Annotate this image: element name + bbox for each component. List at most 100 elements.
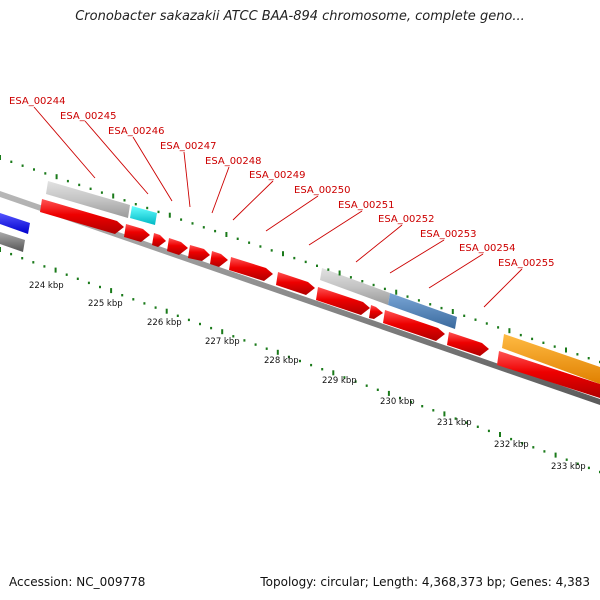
gene-label-00246[interactable]: ESA_00246 xyxy=(108,126,165,137)
gene-label-00253[interactable]: ESA_00253 xyxy=(420,229,477,240)
lower-ruler-tick xyxy=(154,306,157,309)
lower-ruler-tick xyxy=(99,285,101,289)
gene-label-00254[interactable]: ESA_00254 xyxy=(459,243,516,254)
callout-line-00247 xyxy=(183,151,191,208)
callout-line-00245 xyxy=(84,120,149,195)
ruler-tracks xyxy=(0,155,600,474)
upper-ruler-tick xyxy=(112,193,115,199)
lower-ruler-tick xyxy=(587,466,590,470)
upper-ruler-tick xyxy=(55,174,58,180)
ruler-label-225: 225 kbp xyxy=(88,299,123,309)
upper-ruler-tick xyxy=(383,287,386,291)
feature-partial-blue xyxy=(0,213,30,234)
upper-ruler-tick xyxy=(10,160,13,163)
upper-ruler-tick xyxy=(78,183,81,187)
feature-orange xyxy=(502,334,600,384)
lower-ruler-tick xyxy=(554,452,557,458)
upper-ruler-tick xyxy=(542,341,545,344)
lower-ruler-tick xyxy=(221,329,224,335)
upper-ruler-tick xyxy=(327,268,330,271)
upper-ruler-tick xyxy=(531,337,534,341)
lower-ruler-tick xyxy=(121,294,124,297)
callout-line-00249 xyxy=(232,180,274,221)
cds-arrow-00248 xyxy=(188,245,210,261)
gene-label-00252[interactable]: ESA_00252 xyxy=(378,214,435,225)
upper-ruler-tick xyxy=(248,241,251,244)
cds-arrow-00253 xyxy=(369,305,383,319)
lower-ruler-tick xyxy=(87,281,90,285)
gene-feature-2 xyxy=(320,268,390,305)
upper-ruler-tick xyxy=(44,172,47,175)
cds-arrow-00244 xyxy=(40,199,124,234)
lower-ruler-tick xyxy=(476,425,479,428)
upper-ruler-tick xyxy=(202,226,205,229)
chromosome-backbone xyxy=(0,191,600,405)
gene-label-00255[interactable]: ESA_00255 xyxy=(498,258,555,269)
ruler-label-233: 233 kbp xyxy=(551,462,586,472)
ruler-label-227: 227 kbp xyxy=(205,337,240,347)
cds-arrow-00250 xyxy=(229,257,273,281)
upper-ruler-tick xyxy=(395,289,398,295)
upper-ruler-tick xyxy=(508,328,511,334)
lower-ruler-tick xyxy=(543,450,546,453)
lower-ruler-tick xyxy=(143,302,146,305)
lower-ruler-tick xyxy=(32,261,35,264)
gene-label-00244[interactable]: ESA_00244 xyxy=(9,96,66,107)
lower-ruler-tick xyxy=(299,359,301,363)
lower-ruler-tick xyxy=(76,277,79,280)
lower-ruler-tick xyxy=(43,265,46,268)
upper-ruler-tick xyxy=(440,306,443,310)
lower-ruler-tick xyxy=(265,347,268,350)
callout-line-00244 xyxy=(33,106,96,179)
upper-ruler-tick xyxy=(214,229,217,233)
upper-ruler-tick xyxy=(497,326,500,329)
ruler-label-229: 229 kbp xyxy=(322,376,357,386)
upper-ruler-tick xyxy=(270,249,273,252)
gene-label-00250[interactable]: ESA_00250 xyxy=(294,185,351,196)
gene-label-00247[interactable]: ESA_00247 xyxy=(160,141,217,152)
lower-ruler-tick xyxy=(165,308,168,314)
map-title: Cronobacter sakazakii ATCC BAA-894 chrom… xyxy=(75,9,525,24)
lower-ruler-tick xyxy=(421,405,424,408)
cds-arrow-00247 xyxy=(167,238,188,255)
lower-ruler-tick xyxy=(232,335,235,338)
gene-label-00249[interactable]: ESA_00249 xyxy=(249,170,306,181)
ruler-label-226: 226 kbp xyxy=(147,318,182,328)
callout-line-00254 xyxy=(428,253,484,289)
gene-label-00248[interactable]: ESA_00248 xyxy=(205,156,262,167)
lower-ruler-tick xyxy=(510,437,513,441)
upper-ruler-tick xyxy=(259,245,262,248)
callout-line-00246 xyxy=(132,136,173,202)
upper-ruler-tick xyxy=(553,345,556,348)
upper-ruler-tick xyxy=(361,280,364,283)
upper-ruler-tick xyxy=(316,264,318,267)
gene-label-00245[interactable]: ESA_00245 xyxy=(60,111,117,122)
upper-ruler-tick xyxy=(0,155,1,160)
cds-arrow-00251 xyxy=(276,272,315,295)
ruler-label-224: 224 kbp xyxy=(29,281,64,291)
lower-ruler-tick xyxy=(210,326,213,330)
callout-line-00252 xyxy=(355,224,403,263)
lower-ruler-tick xyxy=(499,432,501,437)
upper-ruler-tick xyxy=(304,260,307,264)
lower-ruler-tick xyxy=(176,314,179,317)
lower-ruler-tick xyxy=(10,252,13,256)
lower-ruler-tick xyxy=(410,400,413,404)
cds-arrows xyxy=(40,199,600,398)
lower-ruler-tick xyxy=(365,384,368,387)
lower-ruler-tick xyxy=(387,390,390,396)
upper-ruler-tick xyxy=(146,206,149,210)
lower-ruler-tick xyxy=(487,429,490,433)
ruler-label-230: 230 kbp xyxy=(380,397,415,407)
lower-ruler-tick xyxy=(465,421,468,424)
upper-ruler-tick xyxy=(100,191,103,194)
lower-ruler-tick xyxy=(276,349,279,355)
ruler-labels: 224 kbp 225 kbp 226 kbp 227 kbp 228 kbp … xyxy=(29,281,586,472)
callout-line-00250 xyxy=(265,195,319,232)
upper-ruler-tick xyxy=(485,322,488,325)
upper-ruler-tick xyxy=(191,222,194,225)
lower-ruler-tick xyxy=(576,462,579,465)
lower-ruler-tick xyxy=(287,355,290,359)
upper-ruler-tick xyxy=(587,357,590,360)
gene-label-00251[interactable]: ESA_00251 xyxy=(338,200,395,211)
